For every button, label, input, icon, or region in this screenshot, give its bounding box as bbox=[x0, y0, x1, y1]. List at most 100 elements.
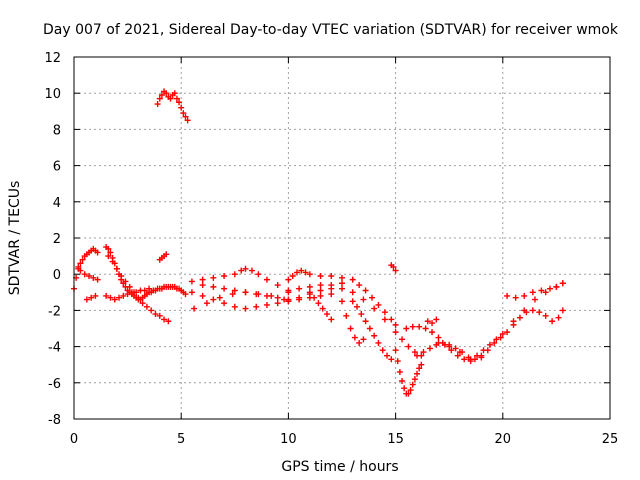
series-late-d bbox=[435, 339, 485, 365]
data-point bbox=[317, 282, 324, 289]
data-point bbox=[328, 273, 335, 280]
data-point bbox=[375, 301, 382, 308]
data-point bbox=[339, 285, 345, 292]
data-point bbox=[358, 311, 365, 318]
data-point bbox=[559, 280, 566, 287]
data-point bbox=[454, 352, 461, 359]
data-point bbox=[339, 298, 345, 305]
data-point bbox=[293, 269, 300, 276]
data-point bbox=[420, 349, 427, 356]
data-point bbox=[409, 323, 416, 330]
data-point bbox=[148, 307, 155, 314]
data-point bbox=[531, 296, 538, 303]
data-point bbox=[339, 274, 345, 281]
data-point bbox=[549, 318, 556, 325]
data-point bbox=[529, 289, 536, 296]
data-point bbox=[452, 345, 459, 352]
data-point bbox=[446, 343, 453, 350]
data-point bbox=[362, 287, 369, 294]
data-point bbox=[165, 318, 172, 325]
data-point bbox=[465, 354, 472, 361]
data-point bbox=[163, 251, 170, 258]
data-point bbox=[285, 276, 292, 283]
data-point bbox=[94, 276, 101, 283]
x-tick-label: 20 bbox=[495, 432, 512, 447]
data-point bbox=[124, 291, 131, 298]
data-point bbox=[221, 285, 228, 292]
data-point bbox=[347, 325, 354, 332]
data-point bbox=[323, 311, 330, 318]
data-point bbox=[523, 309, 530, 316]
data-point bbox=[253, 303, 260, 310]
data-point bbox=[86, 273, 93, 280]
data-point bbox=[285, 298, 292, 305]
data-point bbox=[542, 289, 549, 296]
data-point bbox=[553, 283, 560, 290]
data-point bbox=[103, 292, 110, 299]
data-point bbox=[411, 349, 418, 356]
data-point bbox=[105, 245, 112, 252]
data-point bbox=[416, 365, 423, 372]
data-point bbox=[418, 361, 425, 368]
data-point bbox=[296, 294, 303, 301]
data-point bbox=[289, 273, 296, 280]
data-point bbox=[371, 332, 378, 339]
data-point bbox=[105, 253, 112, 260]
data-point bbox=[521, 292, 528, 299]
series-noon-d bbox=[306, 289, 335, 323]
data-point bbox=[176, 99, 183, 106]
data-point bbox=[435, 334, 442, 341]
data-point bbox=[242, 265, 249, 272]
data-point bbox=[328, 282, 335, 289]
data-point bbox=[296, 285, 303, 292]
data-point bbox=[298, 267, 305, 274]
data-point bbox=[306, 283, 313, 290]
x-tick-label: 25 bbox=[602, 432, 619, 447]
series-deep bbox=[392, 347, 425, 397]
data-point bbox=[161, 316, 168, 323]
data-point bbox=[399, 336, 406, 343]
data-point bbox=[381, 309, 388, 316]
data-point bbox=[156, 312, 163, 319]
data-point bbox=[486, 341, 493, 348]
series-high-arc bbox=[154, 88, 191, 124]
data-point bbox=[199, 282, 206, 289]
data-point bbox=[497, 334, 504, 341]
data-point bbox=[461, 356, 468, 363]
series-noon-c bbox=[285, 280, 345, 296]
data-point bbox=[315, 300, 322, 307]
data-point bbox=[143, 303, 150, 310]
data-point bbox=[188, 278, 195, 285]
y-tick-label: 6 bbox=[53, 160, 61, 175]
data-point bbox=[392, 267, 399, 274]
data-point bbox=[242, 305, 249, 312]
chart-title: Day 007 of 2021, Sidereal Day-to-day VTE… bbox=[43, 22, 619, 38]
data-point bbox=[248, 267, 255, 274]
series-early-b bbox=[75, 263, 101, 283]
data-point bbox=[171, 90, 178, 97]
data-point bbox=[77, 260, 84, 267]
data-point bbox=[302, 269, 309, 276]
x-tick-label: 0 bbox=[70, 432, 78, 447]
x-tick-label: 15 bbox=[387, 432, 404, 447]
data-point bbox=[191, 305, 198, 312]
series-noon-a bbox=[285, 267, 399, 328]
data-point bbox=[317, 292, 324, 299]
data-point bbox=[317, 287, 324, 294]
series-mid-b bbox=[188, 289, 292, 312]
data-point bbox=[113, 265, 120, 272]
data-point bbox=[396, 368, 403, 375]
data-point bbox=[499, 330, 506, 337]
data-point bbox=[448, 347, 455, 354]
series-early-c bbox=[83, 292, 99, 303]
data-point bbox=[362, 318, 369, 325]
data-point bbox=[399, 377, 406, 384]
series-dip-b bbox=[349, 298, 395, 363]
data-point bbox=[173, 95, 180, 102]
series-dip-a bbox=[339, 298, 367, 346]
data-point bbox=[77, 267, 84, 274]
data-point bbox=[221, 300, 228, 307]
data-point bbox=[306, 289, 313, 296]
data-point bbox=[146, 285, 153, 292]
series-late-e bbox=[504, 280, 566, 301]
